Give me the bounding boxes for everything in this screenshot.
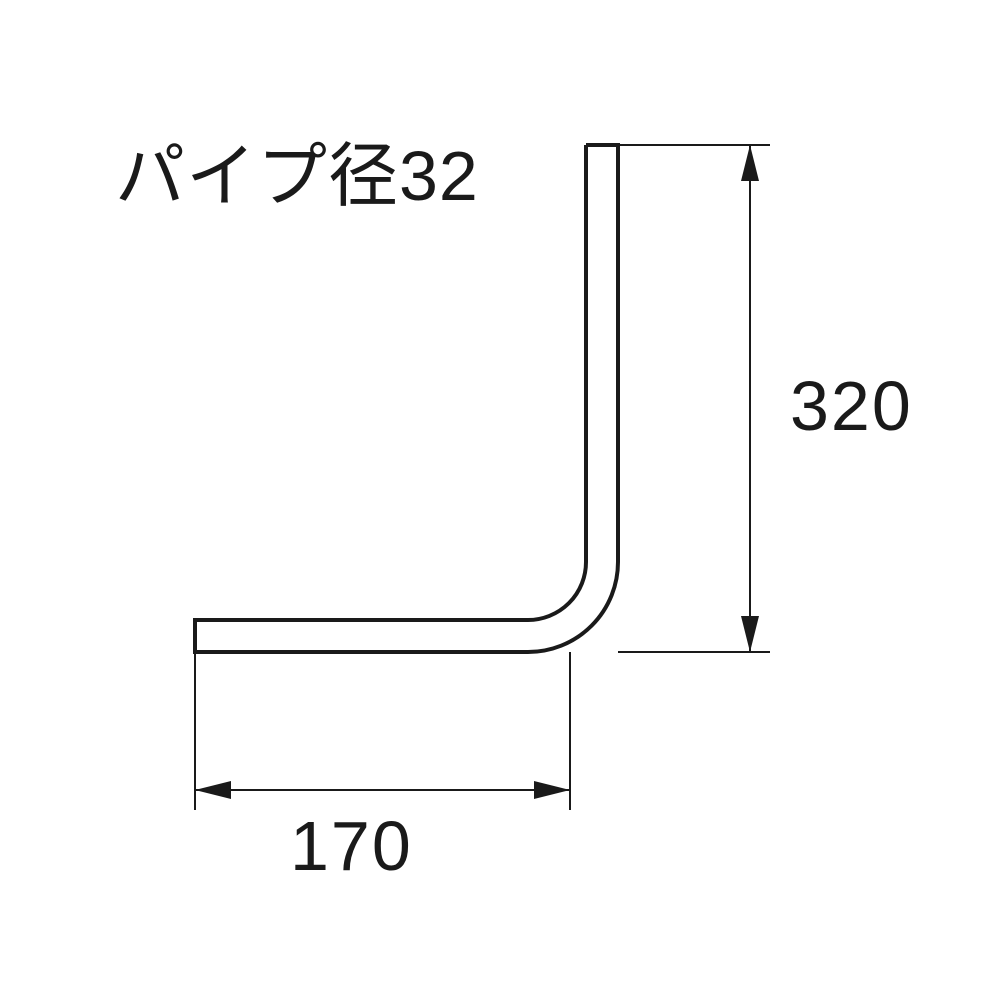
vertical-dimension: 320 (618, 145, 913, 652)
vertical-dimension-value: 320 (790, 367, 913, 445)
arrowhead-right (534, 781, 570, 799)
arrowhead-left (195, 781, 231, 799)
pipe-dimension-diagram: パイプ径32 320 170 (0, 0, 1000, 1000)
pipe-diameter-label: パイプ径32 (115, 137, 479, 215)
pipe-outline (195, 145, 618, 652)
horizontal-dimension: 170 (195, 652, 570, 885)
arrowhead-top (741, 145, 759, 181)
arrowhead-bottom (741, 616, 759, 652)
horizontal-dimension-value: 170 (290, 807, 413, 885)
